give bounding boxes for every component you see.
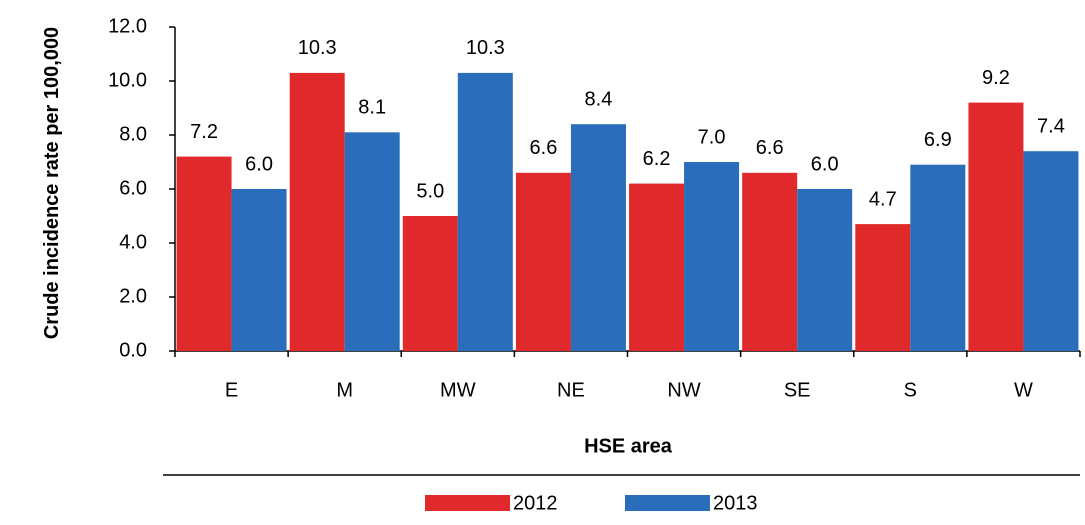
bar	[629, 183, 685, 351]
bar	[289, 72, 345, 352]
bar	[1023, 151, 1079, 351]
x-tick-label: E	[225, 379, 238, 401]
x-tick-label: MW	[440, 379, 476, 401]
bar	[515, 172, 571, 351]
y-tick-label: 6.0	[119, 177, 147, 199]
y-tick-label: 2.0	[119, 285, 147, 307]
data-label: 5.0	[416, 180, 444, 202]
data-label: 6.6	[756, 137, 784, 159]
x-tick-label: NW	[667, 379, 700, 401]
data-label: 6.2	[643, 148, 671, 170]
data-label: 7.4	[1037, 115, 1065, 137]
x-tick-label: W	[1014, 379, 1033, 401]
y-tick-label: 4.0	[119, 231, 147, 253]
legend-label: 2013	[713, 492, 758, 514]
bar	[402, 216, 458, 351]
legend-label: 2012	[513, 492, 558, 514]
data-label: 10.3	[466, 37, 505, 59]
x-tick-label: SE	[784, 379, 811, 401]
data-label: 7.2	[190, 121, 218, 143]
bar	[344, 132, 400, 351]
x-tick-label: S	[904, 379, 917, 401]
legend-swatch	[625, 495, 710, 511]
bar	[910, 164, 966, 351]
y-tick-label: 12.0	[108, 15, 147, 37]
data-label: 7.0	[698, 126, 726, 148]
data-label: 6.9	[924, 129, 952, 151]
bar	[797, 189, 853, 351]
bar	[457, 72, 513, 352]
data-label: 6.0	[245, 153, 273, 175]
data-label: 4.7	[869, 188, 897, 210]
data-label: 10.3	[298, 37, 337, 59]
data-label: 6.6	[530, 137, 558, 159]
legend-swatch	[425, 495, 510, 511]
data-label: 8.1	[358, 97, 386, 119]
x-axis-title: HSE area	[584, 435, 673, 457]
bar	[684, 162, 740, 351]
bar	[231, 189, 287, 351]
data-label: 8.4	[585, 88, 613, 110]
y-tick-label: 10.0	[108, 69, 147, 91]
bar	[570, 124, 626, 351]
bar	[742, 172, 798, 351]
y-tick-label: 8.0	[119, 123, 147, 145]
y-tick-label: 0.0	[119, 339, 147, 361]
bar	[176, 156, 232, 351]
x-tick-label: M	[336, 379, 353, 401]
x-tick-label: NE	[557, 379, 585, 401]
data-label: 6.0	[811, 153, 839, 175]
data-label: 9.2	[982, 67, 1010, 89]
bar	[855, 224, 911, 351]
bar	[968, 102, 1024, 351]
